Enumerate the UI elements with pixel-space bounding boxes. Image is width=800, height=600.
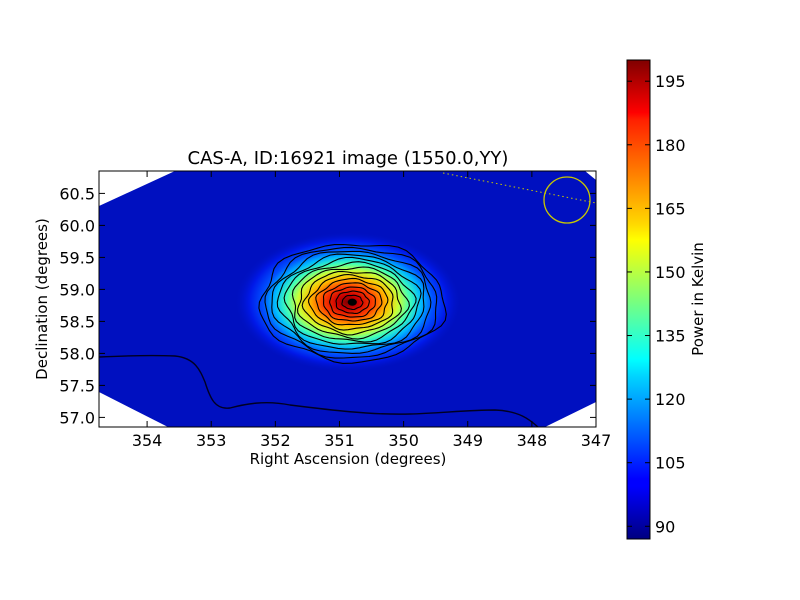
x-tick-label: 347 bbox=[581, 431, 612, 450]
y-tick-label: 57.0 bbox=[59, 408, 95, 427]
corner-bottom-right bbox=[545, 402, 596, 427]
y-axis-label: Declination (degrees) bbox=[33, 218, 51, 380]
contour-level bbox=[315, 277, 389, 326]
contour-level bbox=[258, 243, 447, 364]
colorbar-tick-label: 195 bbox=[655, 72, 686, 91]
colorbar-tick-label: 90 bbox=[655, 517, 675, 536]
y-tick-label: 59.0 bbox=[59, 280, 95, 299]
x-tick-label: 352 bbox=[260, 431, 291, 450]
x-tick-label: 350 bbox=[388, 431, 419, 450]
sky-image bbox=[99, 171, 596, 427]
x-axis-label: Right Ascension (degrees) bbox=[250, 450, 447, 468]
x-tick-label: 349 bbox=[452, 431, 483, 450]
colorbar-tick-label: 180 bbox=[655, 136, 686, 155]
y-axis: 57.0 57.5 58.0 58.5 59.0 59.5 60.0 60.5 bbox=[59, 184, 596, 427]
y-tick-label: 58.5 bbox=[59, 312, 95, 331]
beam-circle bbox=[543, 176, 591, 224]
contour-level bbox=[271, 250, 432, 354]
colorbar-tick-label: 135 bbox=[655, 327, 686, 346]
contour-level bbox=[329, 286, 376, 318]
y-tick-label: 60.5 bbox=[59, 184, 95, 203]
contour-level bbox=[308, 273, 394, 331]
outer-contour bbox=[99, 354, 539, 427]
contour-lines bbox=[258, 243, 447, 364]
contour-level bbox=[301, 270, 402, 336]
contour-level bbox=[291, 261, 417, 343]
x-tick-label: 348 bbox=[517, 431, 548, 450]
contour-level bbox=[322, 282, 383, 322]
corner-bottom-left bbox=[99, 392, 168, 427]
colorbar-ticks: 90 105 120 135 150 165 180 195 bbox=[627, 72, 686, 536]
contour-level bbox=[283, 256, 422, 345]
chart-title: CAS-A, ID:16921 image (1550.0,YY) bbox=[188, 148, 509, 169]
x-axis: 354 353 352 351 350 349 348 347 bbox=[132, 171, 611, 450]
x-tick-label: 353 bbox=[196, 431, 227, 450]
x-tick-label: 354 bbox=[132, 431, 163, 450]
y-tick-label: 60.0 bbox=[59, 216, 95, 235]
plot-frame bbox=[98, 170, 597, 428]
contour-level bbox=[276, 253, 425, 350]
colorbar-tick-label: 120 bbox=[655, 390, 686, 409]
contour-level bbox=[335, 290, 370, 314]
colorbar-tick-label: 165 bbox=[655, 199, 686, 218]
y-tick-label: 59.5 bbox=[59, 248, 95, 267]
contour-level bbox=[297, 266, 410, 340]
x-tick-label: 351 bbox=[324, 431, 355, 450]
corner-top-right bbox=[585, 171, 596, 180]
colorbar-label: Power in Kelvin bbox=[689, 242, 707, 356]
contour-level bbox=[264, 246, 438, 359]
y-tick-label: 57.5 bbox=[59, 376, 95, 395]
colorbar-tick-label: 105 bbox=[655, 454, 686, 473]
colorbar bbox=[626, 59, 651, 540]
y-tick-label: 58.0 bbox=[59, 344, 95, 363]
dotted-track bbox=[442, 172, 596, 204]
peak-marker bbox=[347, 298, 357, 306]
colorbar-tick-label: 150 bbox=[655, 263, 686, 282]
contour-level bbox=[341, 294, 364, 311]
corner-top-left bbox=[99, 171, 175, 206]
